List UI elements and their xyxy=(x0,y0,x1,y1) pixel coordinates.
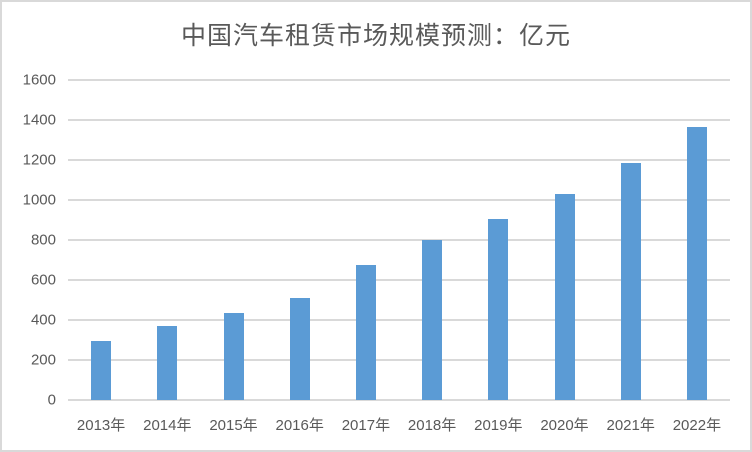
gridline xyxy=(68,239,730,241)
y-tick-label: 1000 xyxy=(22,191,56,209)
y-tick-label: 1600 xyxy=(22,71,56,89)
x-tick-label: 2022年 xyxy=(672,417,722,434)
x-tick-label: 2020年 xyxy=(540,417,589,434)
x-tick-label: 2015年 xyxy=(209,417,258,434)
bar xyxy=(355,265,376,400)
bar xyxy=(620,163,641,400)
gridline xyxy=(68,279,730,281)
gridline xyxy=(68,359,730,361)
gridline xyxy=(68,159,730,161)
gridline xyxy=(68,199,730,201)
y-tick-label: 400 xyxy=(30,311,56,329)
y-tick-label: 0 xyxy=(47,391,56,409)
y-tick-label: 800 xyxy=(30,231,56,249)
chart-title: 中国汽车租赁市场规模预测：亿元 xyxy=(180,21,571,50)
bar xyxy=(289,298,310,400)
x-tick-label: 2014年 xyxy=(143,417,192,434)
x-tick-label: 2017年 xyxy=(341,417,391,434)
x-tick-label: 2013年 xyxy=(76,417,126,434)
gridline xyxy=(68,79,730,81)
y-tick-label: 600 xyxy=(30,271,56,289)
gridline xyxy=(68,119,730,121)
x-tick-label: 2019年 xyxy=(474,417,523,434)
gridline xyxy=(68,399,730,401)
bar xyxy=(157,326,178,400)
bar xyxy=(223,312,244,400)
bar xyxy=(91,340,112,400)
bar xyxy=(554,194,575,400)
y-tick-label: 200 xyxy=(30,351,56,369)
x-tick-label: 2021年 xyxy=(606,417,655,434)
x-tick-label: 2018年 xyxy=(407,417,457,434)
bar xyxy=(422,240,443,400)
y-tick-label: 1400 xyxy=(22,111,56,129)
y-tick-label: 1200 xyxy=(22,151,56,169)
x-tick-label: 2016年 xyxy=(275,417,324,434)
bar xyxy=(686,127,707,400)
gridline xyxy=(68,319,730,321)
bar xyxy=(488,219,509,400)
